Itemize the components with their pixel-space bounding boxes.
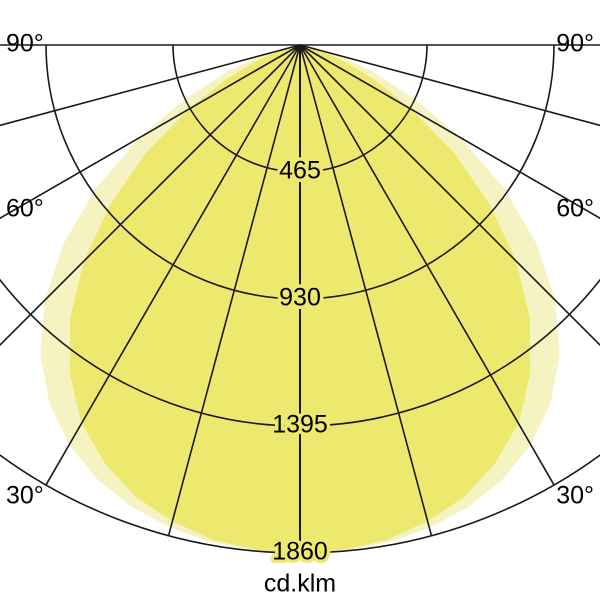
angle-tick-label-left-2: 30° (6, 482, 44, 510)
angle-tick-label-right-0: 90° (556, 30, 594, 58)
radial-value-label-backdrop-1395: 1395 (272, 411, 328, 439)
angle-tick-label-left-1: 60° (6, 195, 44, 223)
angle-tick-label-left-0: 90° (6, 30, 44, 58)
radial-value-label-930: 930 (279, 284, 321, 312)
angle-label-group-left: 90° 60° 30° (6, 30, 44, 510)
radial-value-label-backdrop-930: 930 (279, 284, 321, 312)
unit-caption-label: cd.klm (264, 570, 336, 598)
radial-value-label-1395: 1395 (272, 411, 328, 439)
angle-tick-label-right-1: 60° (556, 195, 594, 223)
radial-value-label-465: 465 (279, 157, 321, 185)
radial-value-label-1860: 1860 (272, 538, 328, 566)
radial-value-label-backdrop-465: 465 (279, 157, 321, 185)
radial-value-label-backdrop-1860: 1860 (272, 538, 328, 566)
angle-tick-label-right-2: 30° (556, 482, 594, 510)
angle-label-group-right: 90° 60° 30° (556, 30, 594, 510)
